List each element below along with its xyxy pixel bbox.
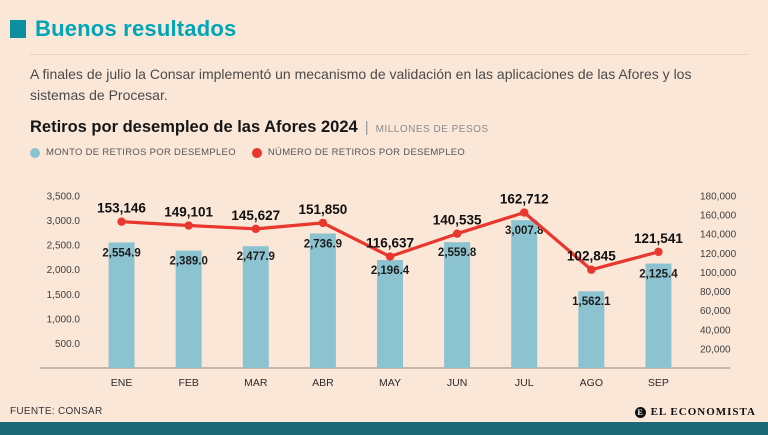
line-point [184,221,193,230]
source-note: FUENTE: CONSAR [10,406,103,417]
left-axis-tick: 2,500.0 [47,241,81,252]
x-axis-label: FEB [178,377,198,389]
line-value-label: 145,627 [231,208,280,223]
right-axis-tick: 100,000 [700,268,737,279]
x-axis-label: MAY [379,377,401,389]
right-axis-tick: 160,000 [700,211,737,222]
legend-label: NÚMERO DE RETIROS POR DESEMPLEO [267,147,466,158]
line-value-label: 102,845 [567,249,616,264]
chart-title-separator: | [364,119,369,136]
right-axis-tick: 80,000 [700,287,731,298]
header-divider [30,54,748,55]
bar-value-label: 2,736.9 [304,239,342,251]
line-point [318,218,328,228]
chart-title: Retiros por desempleo de las Afores 2024 [30,118,358,136]
chart-unit-label: MILLONES DE PESOS [375,124,489,135]
line-point [520,208,529,217]
bar [444,242,471,368]
legend-item-monto: MONTO DE RETIROS POR DESEMPLEO [30,147,236,158]
line-point [452,229,462,238]
right-axis-tick: 60,000 [700,306,731,317]
right-axis-tick: 120,000 [700,249,737,260]
x-axis-label: SEP [648,377,669,389]
left-axis-tick: 3,000.0 [47,216,81,227]
line-value-label: 140,535 [433,213,482,228]
line-value-label: 149,101 [164,205,213,220]
bar [309,233,336,368]
left-axis-tick: 3,500.0 [47,192,81,203]
x-axis-label: ENE [111,377,133,389]
x-axis-label: JUN [447,377,467,389]
el-economista-logo: E EL ECONOMISTA [634,406,756,418]
line-point [654,247,663,257]
bar-value-label: 2,559.8 [438,247,477,259]
right-axis-tick: 20,000 [700,344,731,355]
chart: 3,500.0 3,000.0 2,500.0 2,000.0 1,500.0 1,000… [40,192,737,389]
line-value-label: 116,637 [366,236,414,251]
line-series-dot-icon [251,147,262,158]
line-value-label: 151,850 [298,202,347,217]
bar-series-dot-icon [30,147,40,158]
brand-name: EL ECONOMISTA [650,406,756,418]
bar-value-label: 2,196.4 [371,265,410,277]
page-title: Buenos resultados [35,16,237,41]
title-marker-icon [10,20,26,38]
x-axis-label: JUL [515,377,534,389]
left-axis-tick: 2,000.0 [47,265,81,276]
description-text: A finales de julio la Consar implementó … [30,66,692,103]
bar [242,246,269,368]
line-point [251,224,260,234]
x-axis-label: MAR [244,377,268,389]
line-value-label: 121,541 [634,231,683,246]
bar-value-label: 2,125.4 [639,269,678,281]
left-axis-tick: 500.0 [55,339,80,350]
line-value-label: 153,146 [97,201,146,216]
x-axis-label: ABR [312,377,334,389]
line-point [385,252,395,261]
line-value-label: 162,712 [500,192,549,207]
header: Buenos resultados [10,16,236,42]
bar-value-label: 2,477.9 [237,251,275,263]
brand-icon: E [634,406,646,418]
right-axis-tick: 140,000 [700,230,737,241]
bar [175,250,202,368]
chart-title-row: Retiros por desempleo de las Afores 2024… [30,118,489,137]
legend-label: MONTO DE RETIROS POR DESEMPLEO [46,147,236,158]
right-axis-tick: 180,000 [700,192,737,203]
left-axis-tick: 1,000.0 [47,314,81,325]
line-point [117,217,126,226]
bottom-accent-bar [0,422,768,435]
legend: MONTO DE RETIROS POR DESEMPLEO NÚMERO DE… [30,147,465,158]
bar [578,291,605,368]
bar-value-label: 2,554.9 [102,247,140,259]
bar [645,263,672,368]
bar [108,242,135,368]
legend-item-numero: NÚMERO DE RETIROS POR DESEMPLEO [251,147,466,158]
bar [511,220,538,368]
left-axis-tick: 1,500.0 [47,290,81,301]
line-point [587,265,596,274]
bar-value-label: 1,562.1 [572,296,611,308]
right-axis-tick: 40,000 [700,325,731,336]
bar-value-label: 3,007.8 [505,225,544,237]
bar-value-label: 2,389.0 [169,256,207,268]
bar [377,260,403,368]
chart-area: 3,500.0 3,000.0 2,500.0 2,000.0 1,500.0 1,000… [0,166,768,399]
x-axis-label: AGO [580,377,603,389]
